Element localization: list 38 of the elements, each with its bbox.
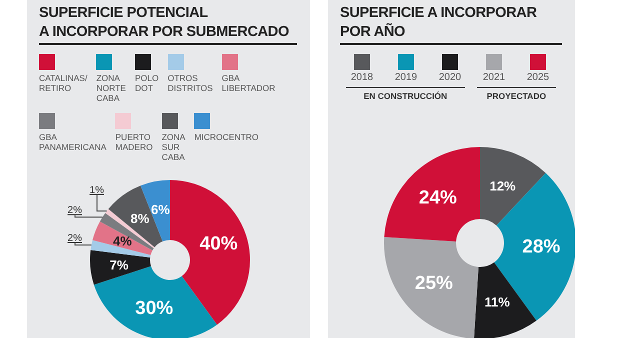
legend-label: 2019 — [394, 72, 418, 83]
legend-label: ZONA SUR CABA — [162, 132, 186, 162]
data-label: 28% — [522, 236, 560, 258]
donut-slice — [480, 147, 546, 226]
legend-label: POLO DOT — [134, 73, 159, 93]
data-label: 6% — [151, 202, 170, 218]
data-label: 12% — [490, 178, 516, 194]
data-label: 24% — [418, 188, 458, 209]
legend-label: PUERTO MADERO — [115, 132, 153, 152]
data-label: 40% — [200, 234, 238, 255]
donut-slice — [100, 212, 154, 250]
chart-title: SUPERFICIE POTENCIAL A INCORPORAR POR SUBMERCADO — [39, 4, 297, 45]
data-label: 11% — [484, 294, 510, 310]
donut-slice — [384, 147, 480, 242]
data-label: 2% — [68, 205, 82, 216]
data-label: 4% — [112, 234, 132, 249]
donut-slice — [384, 236, 478, 338]
legend-label: 2020 — [438, 72, 462, 83]
data-label: 8% — [130, 211, 150, 226]
legend-label: GBA PANAMERICANA — [39, 132, 106, 152]
data-label: 30% — [135, 298, 174, 320]
legend-label: 2021 — [482, 72, 506, 83]
data-label: 25% — [414, 273, 454, 294]
data-label: 7% — [110, 257, 129, 272]
chart-title: SUPERFICIE A INCORPORAR POR AÑO — [340, 4, 562, 45]
text: PROYECTADO — [476, 87, 556, 101]
donut-slice — [474, 262, 536, 338]
legend-label: CATALINAS/ RETIRO — [39, 73, 88, 93]
data-label: 2% — [68, 233, 82, 244]
donut-slice — [90, 250, 151, 285]
legend-label: GBA LIBERTADOR — [222, 73, 276, 93]
text: EN CONSTRUCCIÓN — [346, 87, 465, 101]
legend-label: MICROCENTRO — [194, 132, 259, 142]
legend-label: 2025 — [526, 72, 550, 83]
legend-label: 2018 — [350, 72, 374, 83]
legend-label: OTROS DISTRITOS — [168, 73, 213, 93]
legend-label: ZONA NORTE CABA — [96, 73, 126, 103]
data-label: 1% — [90, 184, 104, 196]
